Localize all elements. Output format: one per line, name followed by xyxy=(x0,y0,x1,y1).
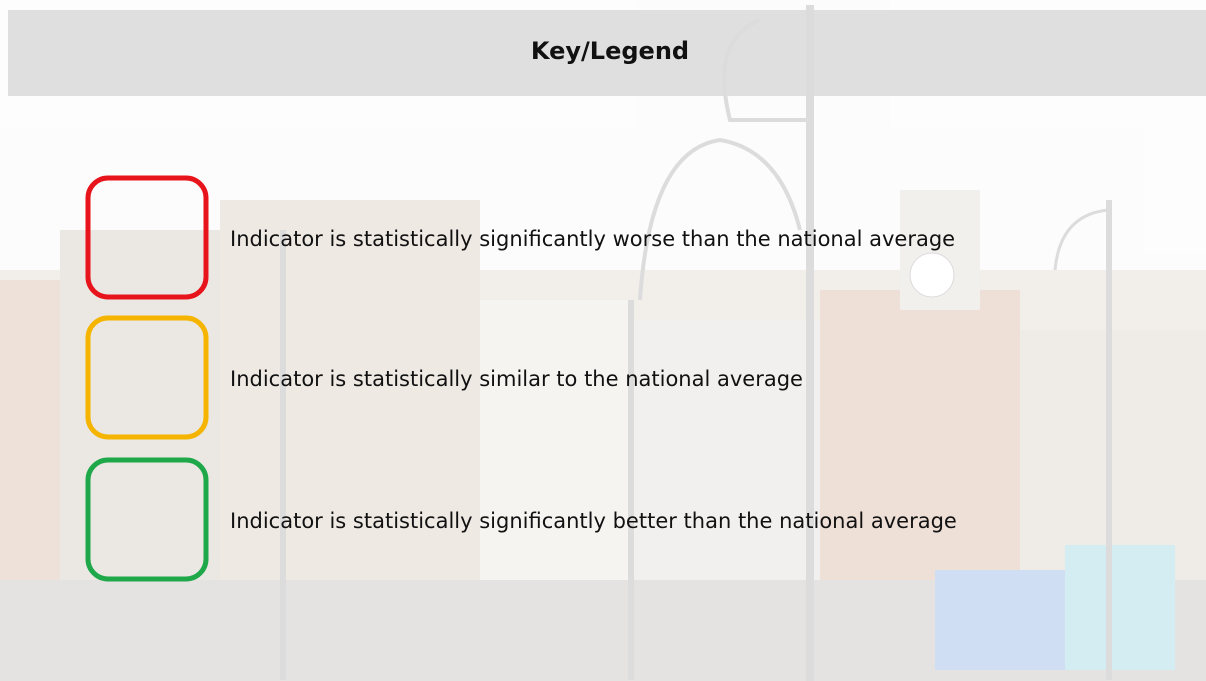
legend-label: Indicator is statistically significantly… xyxy=(230,227,955,251)
title: Key/Legend xyxy=(531,37,689,65)
legend-label: Indicator is statistically similar to th… xyxy=(230,367,803,391)
legend-swatch xyxy=(85,175,209,300)
header-band xyxy=(8,10,1206,96)
legend-swatch xyxy=(85,315,209,440)
legend-swatch xyxy=(85,457,209,582)
legend-label: Indicator is statistically significantly… xyxy=(230,509,957,533)
legend: Indicator is statistically significantly… xyxy=(85,175,957,582)
